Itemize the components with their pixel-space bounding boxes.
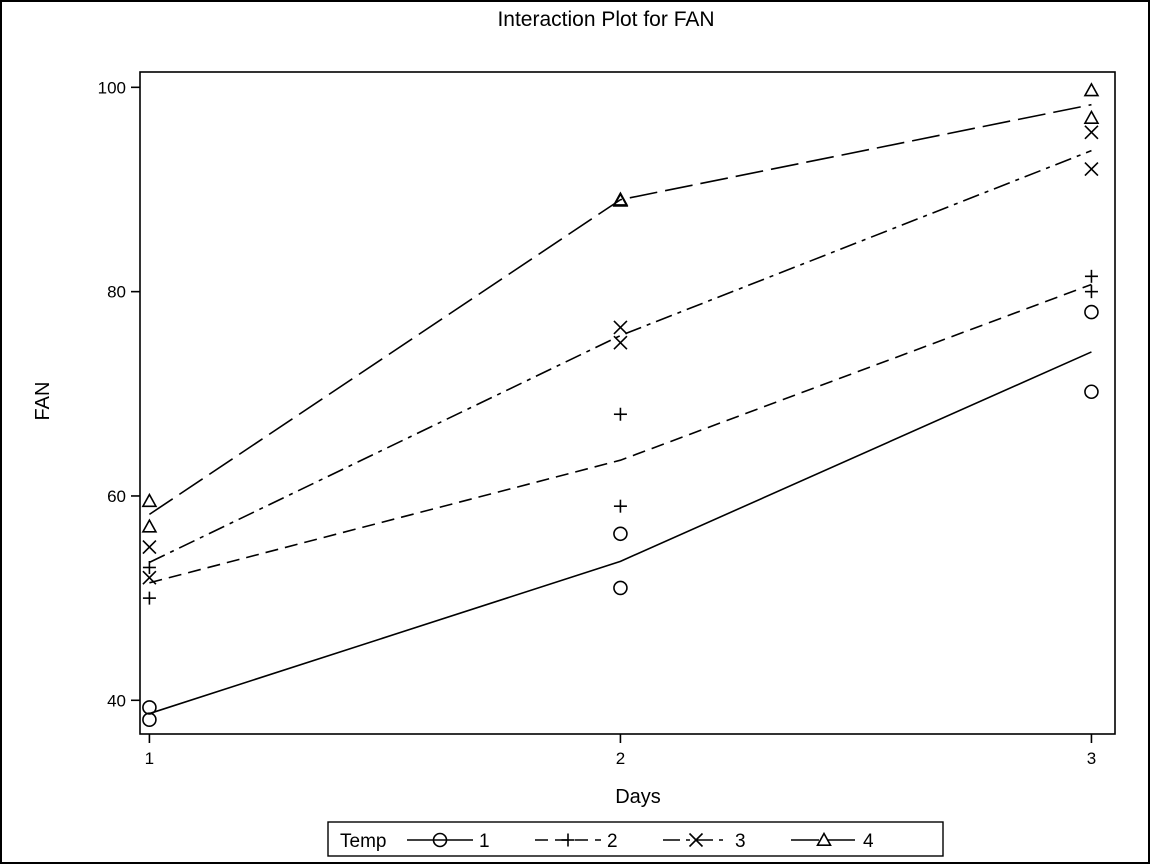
series-line-temp-4 xyxy=(148,103,1092,516)
data-markers xyxy=(141,82,1100,727)
y-tick-label-60: 60 xyxy=(107,487,126,506)
legend-item-temp-1: 1 xyxy=(407,831,490,852)
legend-label-temp-2: 2 xyxy=(607,831,618,852)
x-tick-label-3: 3 xyxy=(1087,749,1096,768)
x-tick-label-2: 2 xyxy=(616,749,625,768)
data-point-temp-3-3 xyxy=(613,320,628,335)
data-point-temp-3-4 xyxy=(613,335,628,350)
data-point-temp-4-5 xyxy=(1083,82,1100,97)
data-point-temp-1-5 xyxy=(1084,304,1099,320)
legend-entries: 1 2 3 4 xyxy=(407,831,874,852)
data-point-temp-2-1 xyxy=(142,560,156,574)
chart-title: Interaction Plot for FAN xyxy=(497,8,714,31)
data-point-temp-3-2 xyxy=(142,570,157,585)
y-axis-label: FAN xyxy=(32,382,54,421)
legend-label-temp-4: 4 xyxy=(863,831,874,852)
data-point-temp-2-3 xyxy=(613,407,627,421)
legend-marker-plus xyxy=(561,833,575,847)
data-point-temp-1-3 xyxy=(613,526,628,542)
y-tick-label-100: 100 xyxy=(98,78,126,97)
series-line-temp-3 xyxy=(149,149,1092,564)
y-tick-label-80: 80 xyxy=(107,283,126,302)
data-point-temp-2-2 xyxy=(142,591,156,605)
data-point-temp-3-5 xyxy=(1084,125,1099,140)
legend-label-temp-3: 3 xyxy=(735,831,746,852)
series-lines xyxy=(148,103,1092,715)
legend-box xyxy=(327,821,944,857)
data-point-temp-2-6 xyxy=(1084,285,1098,299)
data-point-temp-1-1 xyxy=(142,700,157,715)
series-line-temp-2 xyxy=(149,283,1092,584)
data-point-temp-4-2 xyxy=(141,518,158,533)
legend-item-temp-2: 2 xyxy=(535,831,618,852)
series-line-temp-1 xyxy=(149,351,1092,715)
legend: Temp 1 2 3 4 xyxy=(327,821,944,857)
data-point-temp-1-4 xyxy=(613,580,628,596)
data-point-temp-1-2 xyxy=(142,712,157,727)
data-point-temp-4-6 xyxy=(1083,109,1100,124)
data-point-temp-2-5 xyxy=(1084,269,1098,283)
x-axis-label: Days xyxy=(615,786,661,808)
y-tick-label-40: 40 xyxy=(107,691,126,710)
legend-label-temp-1: 1 xyxy=(479,831,490,852)
legend-item-temp-3: 3 xyxy=(663,831,746,852)
data-point-temp-1-6 xyxy=(1084,384,1099,400)
data-point-temp-4-4 xyxy=(612,192,629,207)
legend-item-temp-4: 4 xyxy=(791,831,874,852)
legend-marker-x xyxy=(688,832,704,848)
plot-area xyxy=(139,71,1116,735)
legend-marker-triangle xyxy=(816,831,832,847)
axes: 1 2 3 40 60 80 100 xyxy=(98,78,1097,768)
data-point-temp-2-4 xyxy=(613,499,627,513)
data-point-temp-3-6 xyxy=(1084,161,1099,177)
legend-title: Temp xyxy=(340,831,386,852)
data-point-temp-3-1 xyxy=(142,539,157,555)
x-tick-label-1: 1 xyxy=(145,749,154,768)
data-point-temp-4-1 xyxy=(141,492,158,508)
legend-marker-circle xyxy=(432,832,448,848)
